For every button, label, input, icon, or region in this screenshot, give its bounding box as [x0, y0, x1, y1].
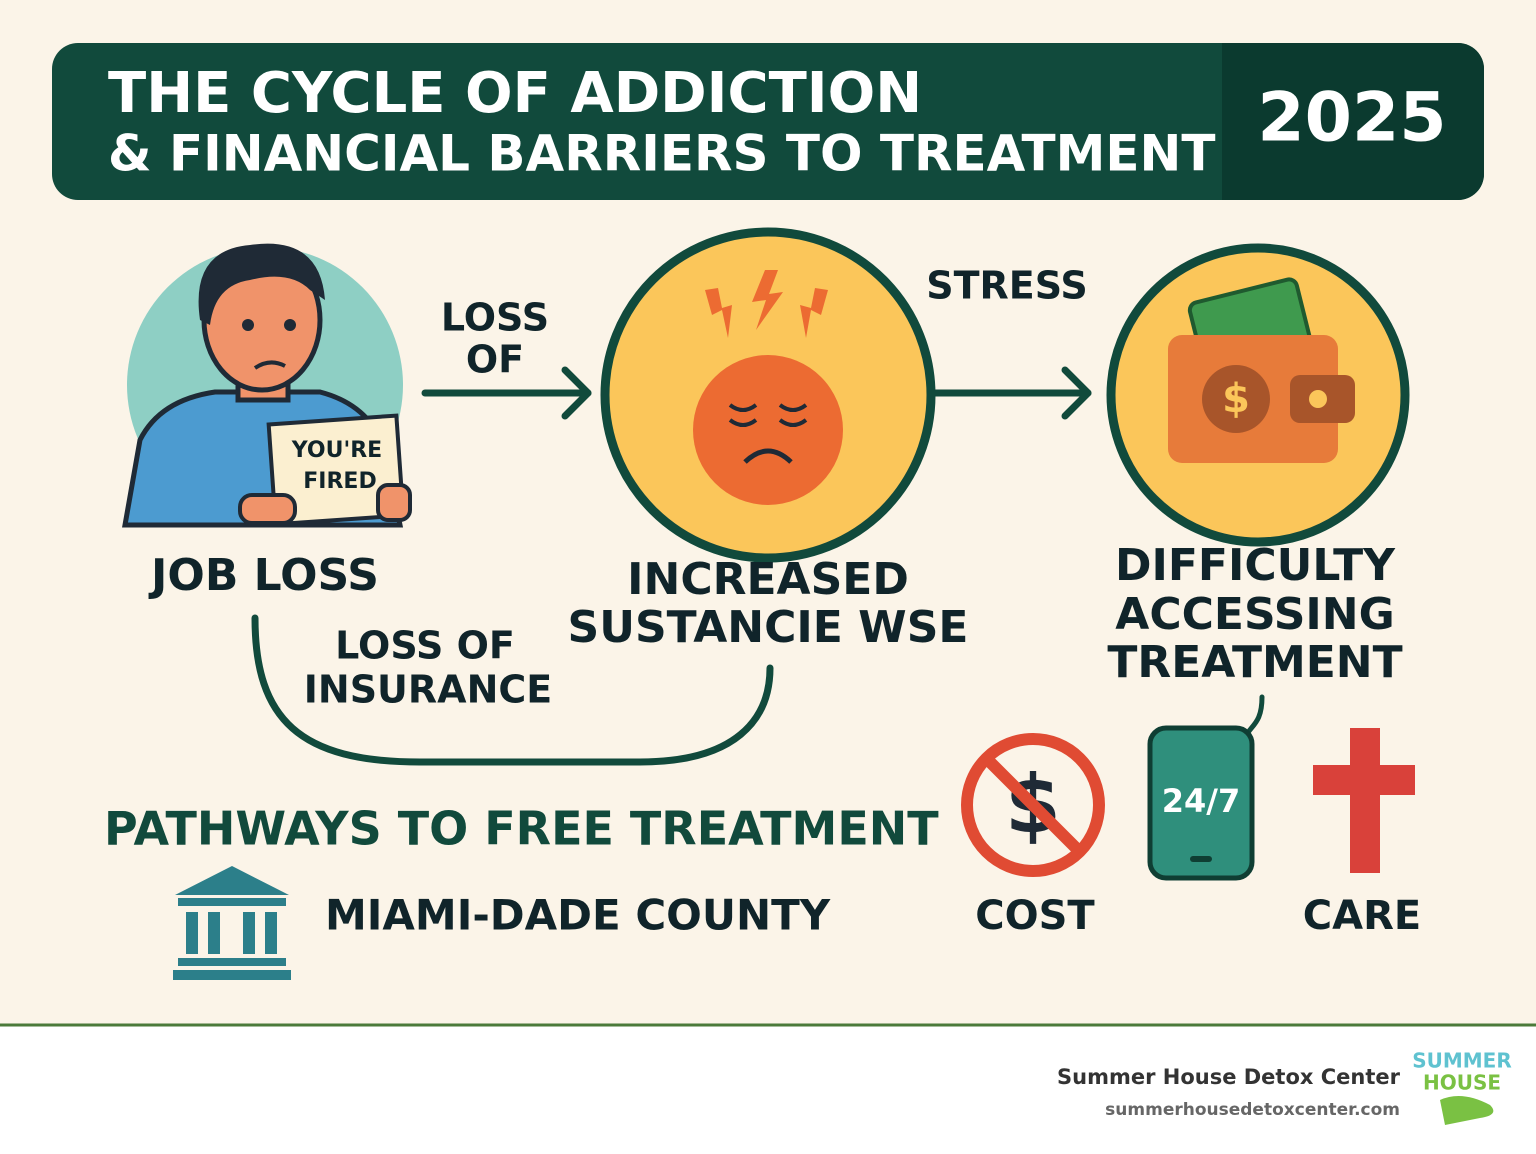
- pathways-title: PATHWAYS TO FREE TREATMENT: [104, 802, 939, 856]
- phone-text: 24/7: [1162, 782, 1240, 820]
- logo-text: HOUSE: [1423, 1071, 1501, 1095]
- header-year-box: [1222, 43, 1484, 200]
- footer-url: summerhousedetoxcenter.com: [1105, 1100, 1400, 1120]
- footer-name: Summer House Detox Center: [1057, 1065, 1401, 1089]
- county-label: MIAMI-DADE COUNTY: [325, 891, 831, 940]
- year: 2025: [1257, 79, 1446, 158]
- edge-label: STRESS: [926, 264, 1088, 308]
- node-label: DIFFICULTY: [1115, 540, 1396, 591]
- node-label: JOB LOSS: [148, 550, 379, 601]
- footer: [0, 1026, 1536, 1154]
- person-illustration: YOU'RE FIRED: [122, 243, 412, 528]
- edge-label: OF: [466, 338, 524, 382]
- logo-gecko: [1440, 1096, 1494, 1125]
- stress-icon: [600, 227, 936, 563]
- phone-icon: [1147, 725, 1255, 881]
- edge-label: LOSS OF: [335, 624, 515, 668]
- title-line: THE CYCLE OF ADDICTION: [108, 61, 922, 126]
- node-label: TREATMENT: [1107, 637, 1402, 688]
- edge-label: LOSS: [441, 296, 549, 340]
- edge-label: INSURANCE: [304, 668, 552, 712]
- node-label: INCREASED: [627, 554, 909, 605]
- paper-text: FIRED: [303, 469, 376, 494]
- node-label: ACCESSING: [1115, 589, 1394, 640]
- cross-icon: [1313, 728, 1415, 873]
- paper-text: YOU'RE: [291, 438, 382, 463]
- care-label: CARE: [1303, 893, 1421, 939]
- logo-text: SUMMER: [1412, 1049, 1512, 1073]
- loop-connector: [251, 614, 774, 766]
- node-label: SUSTANCIE WSE: [568, 602, 969, 653]
- no-cost-icon: $: [961, 733, 1105, 877]
- building-icon: [173, 866, 291, 980]
- cost-label: COST: [975, 893, 1095, 939]
- arrow: [928, 366, 1092, 420]
- title-line: & FINANCIAL BARRIERS TO TREATMENT: [108, 125, 1215, 183]
- header-bar: [52, 43, 1484, 200]
- arrow: [421, 366, 592, 420]
- wallet-symbol: $: [1222, 376, 1250, 422]
- wallet-icon: $: [1106, 243, 1410, 547]
